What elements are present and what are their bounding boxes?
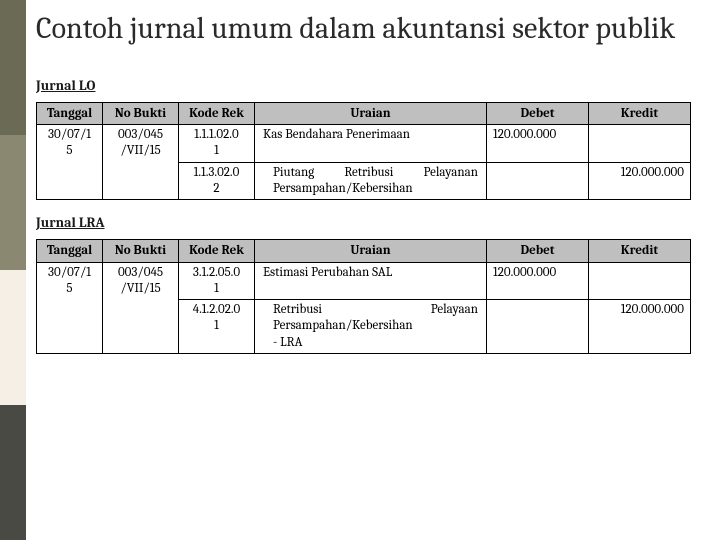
cell-uraian: Kas Bendahara Penerimaan [255, 125, 487, 163]
label-jurnal-lra: Jurnal LRA [36, 214, 708, 231]
cell-uraian: Piutang Retribusi Pelayanan Persampahan/… [255, 162, 487, 200]
table-row: 30/07/1 5 003/045 /VII/15 3.1.2.05.0 1 E… [37, 262, 691, 300]
cell-text: 3.1.2.05.0 [193, 265, 240, 280]
cell-text: 1 [214, 143, 219, 158]
cell-text: Retribusi Pelayaan [273, 302, 478, 317]
cell-text: 1.1.3.02.0 [194, 165, 240, 180]
table-row: 30/07/1 5 003/045 /VII/15 1.1.1.02.0 1 K… [37, 125, 691, 163]
table-header-row: Tanggal No Bukti Kode Rek Uraian Debet K… [37, 102, 691, 125]
cell-text: 003/045 [118, 127, 163, 142]
th-debet: Debet [487, 240, 589, 263]
th-kode-rek: Kode Rek [179, 240, 255, 263]
cell-text: 4.1.2.02.0 [193, 302, 241, 317]
cell-uraian: Retribusi Pelayaan Persampahan/Kebersiha… [255, 300, 487, 354]
th-no-bukti: No Bukti [103, 240, 179, 263]
cell-text: 5 [66, 281, 72, 296]
cell-text: Persampahan/Kebersihan [273, 318, 413, 333]
th-kredit: Kredit [589, 240, 691, 263]
cell-text: Piutang Retribusi [273, 165, 393, 180]
cell-kode: 1.1.3.02.0 2 [179, 162, 255, 200]
cell-debet [487, 162, 589, 200]
table-jurnal-lra: Tanggal No Bukti Kode Rek Uraian Debet K… [36, 239, 691, 354]
cell-text: 003/045 [118, 265, 163, 280]
cell-text: /VII/15 [120, 281, 160, 296]
cell-debet [487, 300, 589, 354]
cell-text: /VII/15 [120, 143, 160, 158]
th-tanggal: Tanggal [37, 240, 103, 263]
cell-kredit: 120.000.000 [589, 162, 691, 200]
side-stripe-2 [0, 135, 26, 270]
side-accent-bar [0, 0, 26, 540]
cell-debet: 120.000.000 [487, 262, 589, 300]
cell-text: Persampahan/Kebersihan [273, 181, 478, 197]
cell-text: 5 [66, 143, 72, 158]
label-jurnal-lo: Jurnal LO [36, 77, 708, 94]
cell-kode: 4.1.2.02.0 1 [179, 300, 255, 354]
cell-text: 1.1.1.02.0 [194, 127, 238, 142]
cell-kredit: 120.000.000 [589, 300, 691, 354]
side-stripe-1 [0, 0, 26, 135]
cell-text: 30/07/1 [48, 127, 91, 142]
cell-text: 1 [214, 318, 219, 333]
cell-no-bukti: 003/045 /VII/15 [103, 262, 179, 353]
th-kredit: Kredit [589, 102, 691, 125]
cell-no-bukti: 003/045 /VII/15 [103, 125, 179, 200]
slide-title: Contoh jurnal umum dalam akuntansi sekto… [36, 12, 708, 47]
slide-content: Contoh jurnal umum dalam akuntansi sekto… [36, 12, 708, 354]
th-debet: Debet [487, 102, 589, 125]
cell-text: 2 [213, 181, 219, 196]
cell-kredit [589, 262, 691, 300]
table-jurnal-lo: Tanggal No Bukti Kode Rek Uraian Debet K… [36, 102, 691, 201]
cell-text: 30/07/1 [48, 265, 91, 280]
cell-tanggal: 30/07/1 5 [37, 262, 103, 353]
cell-kode: 1.1.1.02.0 1 [179, 125, 255, 163]
th-uraian: Uraian [255, 240, 487, 263]
cell-text: - LRA [273, 335, 478, 351]
th-kode-rek: Kode Rek [179, 102, 255, 125]
cell-kredit [589, 125, 691, 163]
table-header-row: Tanggal No Bukti Kode Rek Uraian Debet K… [37, 240, 691, 263]
cell-text: Pelayanan [423, 165, 478, 180]
th-no-bukti: No Bukti [103, 102, 179, 125]
side-stripe-4 [0, 405, 26, 540]
side-stripe-3 [0, 270, 26, 405]
cell-uraian: Estimasi Perubahan SAL [255, 262, 487, 300]
th-tanggal: Tanggal [37, 102, 103, 125]
cell-debet: 120.000.000 [487, 125, 589, 163]
cell-kode: 3.1.2.05.0 1 [179, 262, 255, 300]
cell-tanggal: 30/07/1 5 [37, 125, 103, 200]
th-uraian: Uraian [255, 102, 487, 125]
cell-text: 1 [214, 281, 219, 296]
